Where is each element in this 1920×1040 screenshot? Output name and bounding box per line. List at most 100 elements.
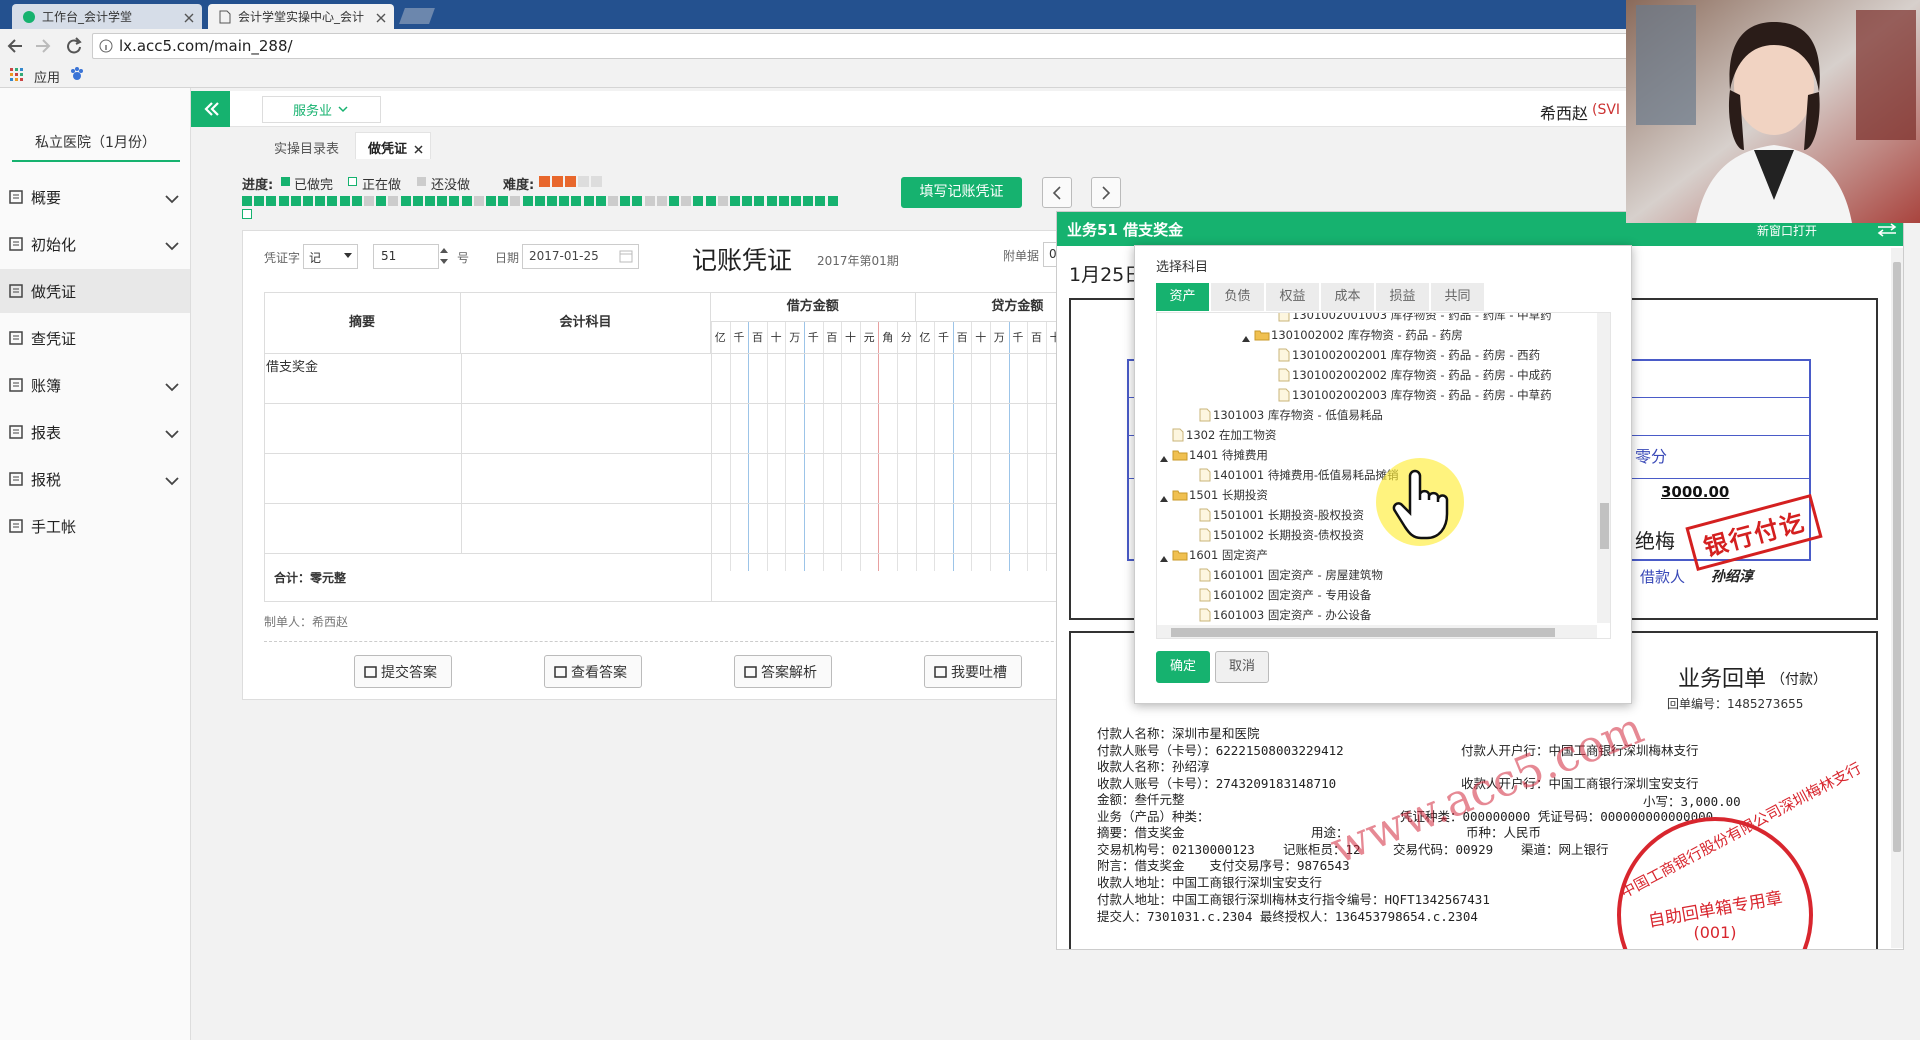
menu-item[interactable]: 查凭证 xyxy=(31,330,77,348)
digit-header: 百 xyxy=(956,331,968,344)
number-input[interactable] xyxy=(373,244,439,269)
menu-item[interactable]: 手工帐 xyxy=(31,518,77,536)
action-button[interactable] xyxy=(924,655,1022,688)
button-icon xyxy=(364,665,378,683)
menu-chevron[interactable] xyxy=(165,427,179,443)
menu-item[interactable]: 做凭证 xyxy=(31,283,77,301)
tree-item[interactable]: 1501 长期投资 xyxy=(1189,488,1268,502)
tree-item[interactable]: 1301002002 库存物资 - 药品 - 药房 xyxy=(1271,328,1463,342)
browser-tab-title[interactable]: 工作台_会计学堂 xyxy=(42,10,133,24)
bookmark[interactable]: 应用 xyxy=(34,71,61,86)
calendar-icon[interactable] xyxy=(619,249,633,263)
industry[interactable]: 服务业 xyxy=(293,104,333,119)
next-button[interactable] xyxy=(1091,177,1121,208)
tree-vthumb[interactable] xyxy=(1600,503,1609,549)
tree-item[interactable]: 1301003 库存物资 - 低值易耗品 xyxy=(1213,408,1383,422)
tree-item[interactable]: 1301002002003 库存物资 - 药品 - 药房 - 中草药 xyxy=(1292,388,1552,402)
tree-toggle[interactable] xyxy=(1160,451,1168,467)
tree-item[interactable]: 1601 固定资产 xyxy=(1189,548,1268,562)
receipt-line: 凭证种类：000000000 凭证号码：000000000000000 xyxy=(1400,809,1714,824)
tree-item[interactable]: 1601001 固定资产 - 房屋建筑物 xyxy=(1213,568,1383,582)
prev-button[interactable] xyxy=(1042,177,1072,208)
tree-toggle[interactable] xyxy=(1160,491,1168,507)
browser-tab[interactable] xyxy=(12,4,202,29)
tree-item[interactable]: 1501001 长期投资-股权投资 xyxy=(1213,508,1365,522)
switch-icon[interactable] xyxy=(1877,223,1897,237)
action-button[interactable] xyxy=(544,655,642,688)
menu-item[interactable]: 概要 xyxy=(31,189,62,207)
tab[interactable]: 实操目录表 xyxy=(274,142,340,157)
digit-header: 分 xyxy=(900,331,912,344)
browser-tab[interactable] xyxy=(208,4,394,29)
digit-line xyxy=(804,322,805,571)
number[interactable]: 51 xyxy=(381,249,397,263)
tree-item[interactable]: 1301002002001 库存物资 - 药品 - 药房 - 西药 xyxy=(1292,348,1541,362)
menu-chevron[interactable] xyxy=(165,192,179,208)
menu-chevron[interactable] xyxy=(165,239,179,255)
tree-item[interactable]: 1601002 固定资产 - 专用设备 xyxy=(1213,588,1372,602)
address-bar[interactable] xyxy=(92,33,1632,59)
menu-active-bg xyxy=(0,269,190,313)
menu-chevron[interactable] xyxy=(165,474,179,490)
word[interactable]: 记 xyxy=(309,251,322,265)
tab-close[interactable] xyxy=(376,11,386,27)
attach[interactable]: 0 xyxy=(1049,247,1057,261)
tree-item[interactable]: 1601003 固定资产 - 办公设备 xyxy=(1213,608,1372,622)
menu-item[interactable]: 初始化 xyxy=(31,236,77,254)
word-select[interactable] xyxy=(303,244,358,269)
new-tab[interactable] xyxy=(399,8,435,24)
menu-item[interactable]: 账簿 xyxy=(31,377,62,395)
industry-select[interactable] xyxy=(262,96,381,123)
subject-tab[interactable]: 共同 xyxy=(1431,283,1484,311)
file-icon xyxy=(1199,588,1211,606)
date-input[interactable] xyxy=(522,244,639,269)
date[interactable]: 2017-01-25 xyxy=(529,249,599,263)
tree-item[interactable]: 1301002001003 库存物资 - 药品 - 药库 - 中草药 xyxy=(1292,312,1552,322)
tree-item[interactable]: 1301002002002 库存物资 - 药品 - 药房 - 中成药 xyxy=(1292,368,1552,382)
action-button-label[interactable]: 答案解析 xyxy=(761,665,817,681)
ok-button[interactable]: 确定 xyxy=(1156,651,1210,683)
subject-tab[interactable]: 权益 xyxy=(1266,283,1319,311)
menu-icon xyxy=(9,331,23,349)
spinner[interactable] xyxy=(440,245,448,267)
action-button-label[interactable]: 提交答案 xyxy=(381,665,437,681)
fill-voucher-button[interactable]: 填写记账凭证 xyxy=(901,177,1022,208)
tree-vscroll[interactable] xyxy=(1597,313,1610,623)
receipt-line: 业务（产品）种类： xyxy=(1097,809,1210,824)
subject-tab[interactable]: 损益 xyxy=(1376,283,1429,311)
file-icon xyxy=(1199,608,1211,626)
receipt-line: 渠道：网上银行 xyxy=(1521,842,1609,857)
nav-buttons[interactable] xyxy=(6,34,86,58)
tree-toggle[interactable] xyxy=(1160,551,1168,567)
bookmark-icon[interactable] xyxy=(70,67,84,81)
tree-item[interactable]: 1501002 长期投资-债权投资 xyxy=(1213,528,1365,542)
tab-close[interactable] xyxy=(184,11,194,27)
tree-item[interactable]: 1401 待摊费用 xyxy=(1189,448,1268,462)
action-button-label[interactable]: 查看答案 xyxy=(571,665,627,681)
tree-toggle[interactable] xyxy=(1242,331,1250,347)
menu-item[interactable]: 报税 xyxy=(31,471,62,489)
cancel-button[interactable]: 取消 xyxy=(1215,651,1269,683)
subject-tab[interactable]: 负债 xyxy=(1211,283,1264,311)
tree-item[interactable]: 1302 在加工物资 xyxy=(1186,428,1277,442)
open-new-window[interactable]: 新窗口打开 xyxy=(1757,224,1818,238)
subject-tab[interactable]: 成本 xyxy=(1321,283,1374,311)
menu-chevron[interactable] xyxy=(165,380,179,396)
user-name[interactable]: 希西赵 xyxy=(1540,104,1589,123)
tree-hthumb[interactable] xyxy=(1171,628,1555,637)
collapse-button[interactable] xyxy=(191,91,230,127)
progress-square xyxy=(547,196,557,206)
panel-scroll-thumb[interactable] xyxy=(1893,262,1901,852)
tab[interactable]: 做凭证 xyxy=(368,142,408,157)
tab-close[interactable] xyxy=(414,142,423,158)
tree-item[interactable]: 1401001 待摊费用-低值易耗品摊销 xyxy=(1213,468,1399,482)
row-summary[interactable]: 借支奖金 xyxy=(266,360,319,375)
action-button-label[interactable]: 我要吐槽 xyxy=(951,665,1007,681)
subject-tab[interactable]: 资产 xyxy=(1156,283,1209,311)
progress-square xyxy=(315,196,326,206)
action-button[interactable] xyxy=(734,655,832,688)
browser-tab-title[interactable]: 会计学堂实操中心_会计 xyxy=(238,10,365,24)
action-button[interactable] xyxy=(354,655,452,688)
menu-item[interactable]: 报表 xyxy=(31,424,62,442)
receipt-line: 收款人账号（卡号）：2743209183148710 xyxy=(1097,776,1337,791)
